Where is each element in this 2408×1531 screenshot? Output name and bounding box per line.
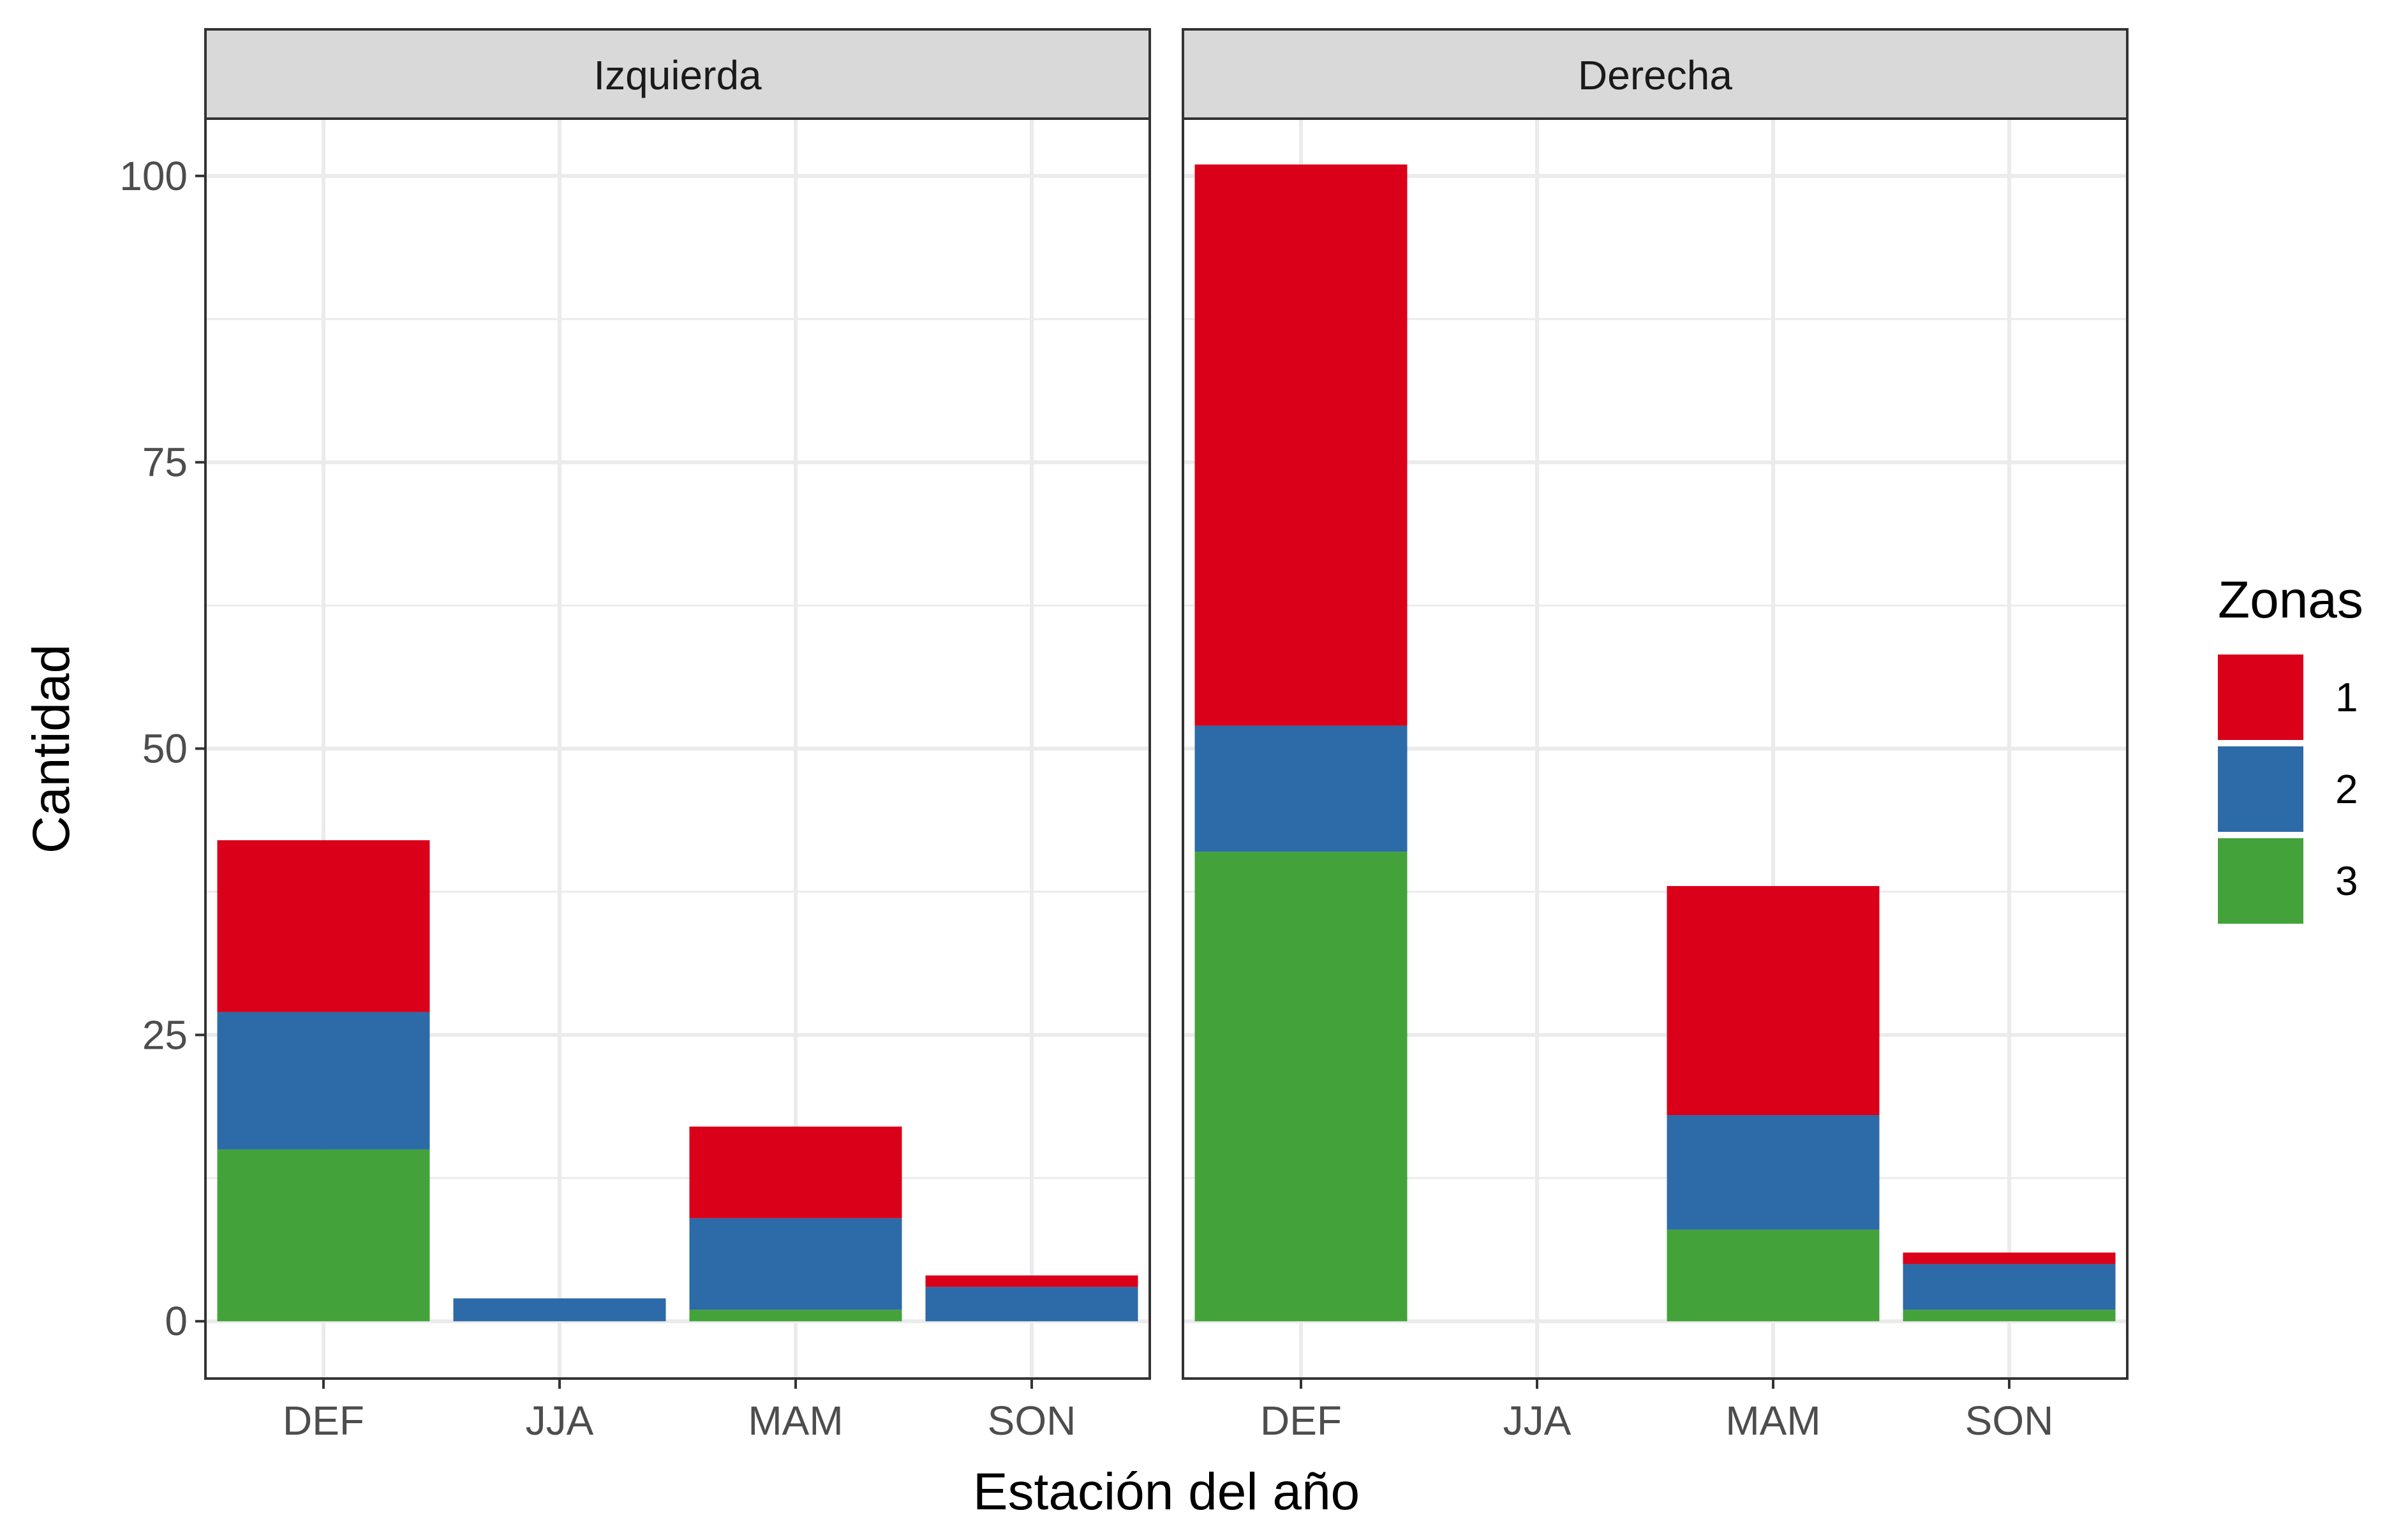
y-tick-label: 75 [142,440,188,485]
x-tick-label-mam: MAM [748,1398,843,1444]
strip-background [1182,28,2129,120]
strip-label-izquierda: Izquierda [593,52,762,98]
x-tick-label-def: DEF [1260,1398,1342,1444]
bar-son-zona-1 [925,1275,1138,1287]
legend: Zonas 1 2 3 [2218,571,2363,924]
strip-label-derecha: Derecha [1578,52,1732,98]
x-ticks: DEF JJA MAM SON [283,1379,1076,1444]
x-tick-label-jja: JJA [526,1398,594,1444]
bar-def-zona-1 [217,840,430,1012]
x-tick-label-mam: MAM [1725,1398,1820,1444]
bar-son-zona-2 [1903,1264,2116,1310]
bar-def-zona-3 [217,1149,430,1322]
legend-key-zona-3 [2218,838,2303,924]
bar-mam-zona-1 [1667,885,1880,1116]
legend-label-zona-2: 2 [2335,766,2358,812]
y-tick-label: 0 [165,1298,188,1344]
facet-panel-izquierda: Izquierda DEF JJA MAM SON [204,28,1151,1444]
x-tick-label-son: SON [988,1398,1076,1444]
bars [217,840,1138,1322]
bar-jja-zona-2 [453,1298,666,1322]
legend-label-zona-3: 3 [2335,858,2358,904]
y-tick-label: 100 [119,153,188,199]
x-axis-title: Estación del año [973,1463,1360,1521]
bar-mam-zona-2 [689,1218,902,1310]
bar-def-zona-2 [1194,725,1408,852]
legend-title: Zonas [2218,571,2363,629]
bar-def-zona-3 [1194,852,1408,1322]
legend-entries: 1 2 3 [2218,655,2358,924]
bar-son-zona-3 [1903,1310,2116,1322]
y-tick-label: 25 [142,1012,188,1058]
x-tick-label-def: DEF [283,1398,364,1444]
legend-key-zona-2 [2218,746,2303,832]
x-tick-label-jja: JJA [1503,1398,1572,1444]
legend-label-zona-1: 1 [2335,674,2358,720]
y-axis-title: Cantidad [22,644,80,854]
bar-mam-zona-3 [689,1310,902,1322]
panel-border [1182,117,2129,1380]
y-tick-label: 50 [142,726,188,772]
bar-def-zona-2 [217,1012,430,1150]
bar-mam-zona-2 [1667,1115,1880,1230]
bar-mam-zona-3 [1667,1229,1880,1322]
bar-son-zona-2 [925,1287,1138,1322]
bars [1194,164,2116,1322]
x-ticks: DEF JJA MAM SON [1260,1379,2053,1444]
bar-def-zona-1 [1194,164,1408,726]
facet-panel-derecha: Derecha DEF JJA MAM SON [1182,28,2129,1444]
strip-background [204,28,1151,120]
legend-key-zona-1 [2218,655,2303,740]
x-tick-label-son: SON [1965,1398,2054,1444]
bar-mam-zona-1 [689,1127,902,1218]
y-axis-ticks: 0 25 50 75 100 [119,153,205,1344]
bar-son-zona-1 [1903,1252,2116,1264]
